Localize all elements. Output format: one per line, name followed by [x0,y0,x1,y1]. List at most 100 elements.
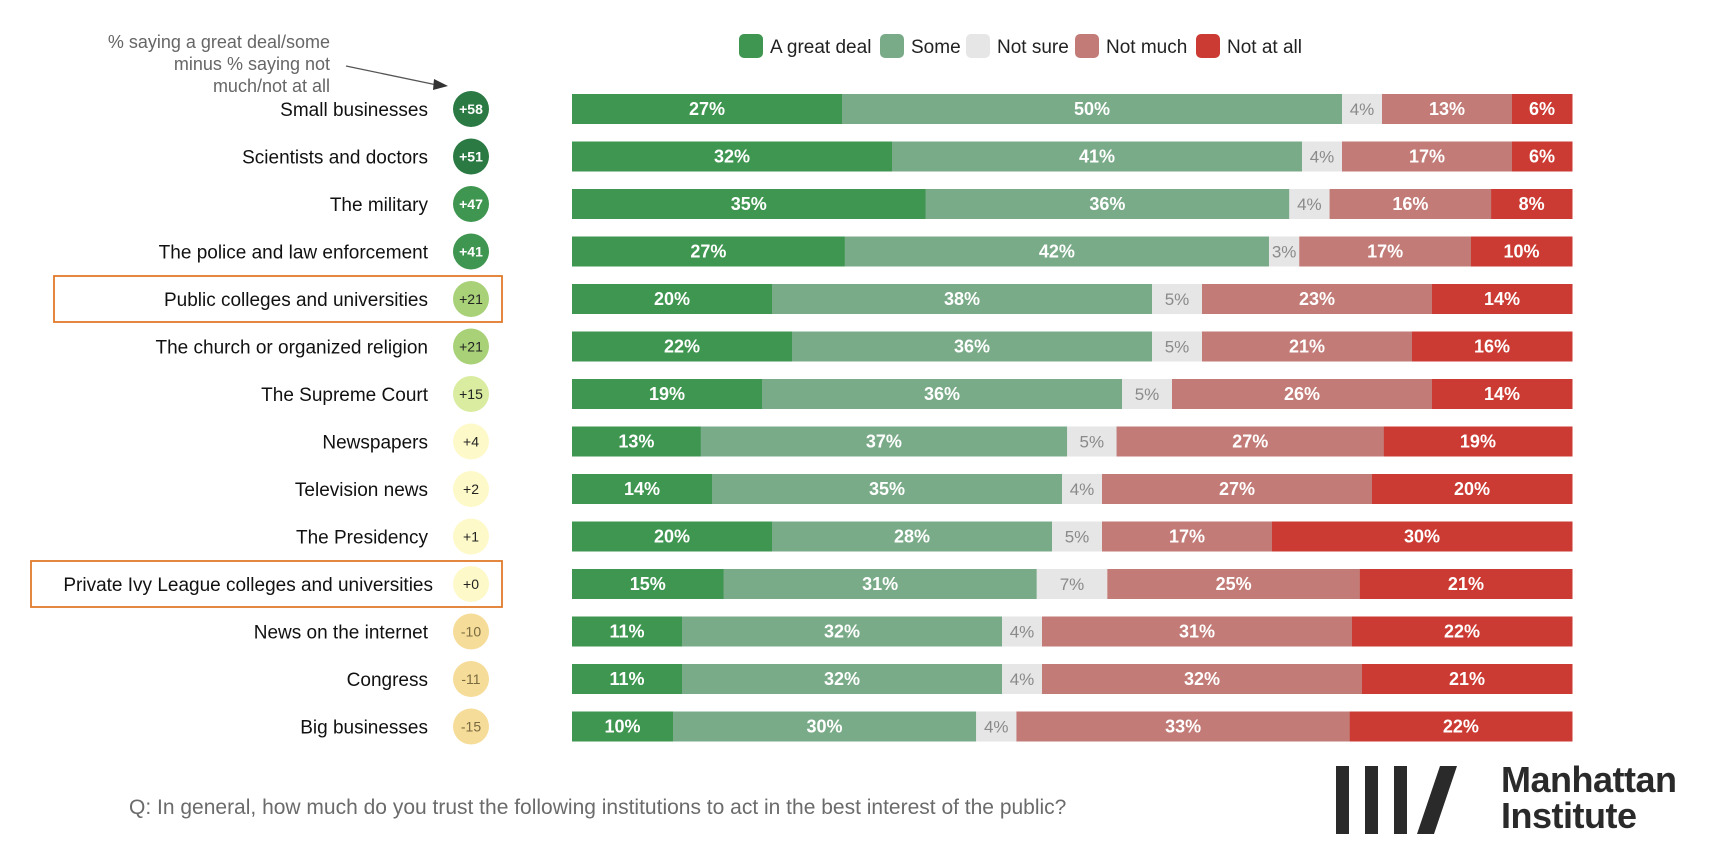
bar-segment-some [792,331,1153,362]
bar-segment-some [712,474,1063,504]
data-label: 20% [1454,479,1490,499]
bar-segment-not-at-all [1362,664,1573,694]
data-label: 3% [1272,243,1297,262]
bar-segment-some [925,189,1290,219]
manhattan-institute-logo: Manhattan Institute [1336,762,1706,838]
bar-segment-not-much [1299,236,1472,267]
bar-segment-not-much [1116,426,1385,457]
data-label: 36% [924,384,960,404]
net-score-circle [453,661,489,697]
data-label: 21% [1448,574,1484,594]
survey-question: Q: In general, how much do you trust the… [129,796,1067,819]
bar-segment-a-great-deal [572,331,793,362]
bar-segment-not-much [1342,141,1513,172]
bar-segment-not-much [1202,331,1413,362]
category-label: The Presidency [296,528,429,549]
bar-segment-not-sure [1122,379,1173,409]
data-label: 26% [1284,384,1320,404]
legend-swatch-not-much [1075,34,1099,58]
net-score-label: +51 [459,149,483,165]
bar-segment-a-great-deal [572,569,725,599]
data-label: 19% [1460,432,1496,452]
net-score-circle [453,281,489,317]
logo-line-2: Institute [1501,795,1637,836]
net-score-circle [453,233,489,270]
bar-segment-not-at-all [1470,236,1573,267]
net-score-circle [453,138,489,175]
bar-segment-not-sure [1152,331,1203,362]
data-label: 27% [1219,479,1255,499]
legend-swatch-a-great-deal [739,34,763,58]
data-label: 16% [1392,194,1428,214]
category-label: Newspapers [322,433,428,454]
bar-segment-some [682,616,1003,647]
bar-segment-not-at-all [1352,616,1573,647]
data-label: 28% [894,527,930,547]
net-score-circle [453,328,489,365]
net-score-label: +2 [463,481,479,497]
data-label: 10% [604,717,640,737]
net-score-label: +21 [459,339,483,355]
data-label: 10% [1503,242,1539,262]
category-label: Television news [295,480,428,501]
data-label: 7% [1060,575,1085,594]
net-score-label: +21 [459,291,483,307]
net-score-label: +47 [459,196,483,212]
data-label: 19% [649,384,685,404]
category-label: The Supreme Court [261,385,429,406]
bar-segment-not-sure [1002,664,1043,694]
data-label: 5% [1080,433,1105,452]
category-label: Small businesses [280,100,428,121]
data-label: 15% [630,574,666,594]
bar-segment-a-great-deal [572,521,773,552]
bar-segment-a-great-deal [572,236,846,267]
bar-segment-a-great-deal [572,616,683,647]
data-label: 37% [866,432,902,452]
data-label: 5% [1165,290,1190,309]
data-label: 32% [824,669,860,689]
net-score-circle [453,376,489,412]
category-label: Congress [347,670,428,691]
category-label: News on the internet [254,623,429,644]
logo-text: Manhattan Institute [1501,762,1677,834]
data-label: 21% [1449,669,1485,689]
bar-segment-not-at-all [1512,94,1573,124]
net-score-label: -11 [461,671,480,687]
bar-segment-a-great-deal [572,284,773,314]
legend-label-not-sure: Not sure [997,37,1069,58]
category-label: Big businesses [300,718,428,739]
net-score-circle [453,186,489,222]
net-score-note: % saying a great deal/some minus % sayin… [107,32,330,96]
data-label: 6% [1529,147,1555,167]
bar-segment-not-at-all [1359,569,1573,599]
bar-segment-some [844,236,1270,267]
bar-segment-a-great-deal [572,379,763,409]
net-score-label: -15 [461,719,481,735]
bar-segment-some [892,141,1303,172]
bar-segment-some [842,94,1343,124]
category-label: Public colleges and universities [164,290,428,311]
legend-label-a-great-deal: A great deal [770,37,871,58]
highlight-box [53,275,503,323]
data-label: 4% [1010,670,1035,689]
bar-segment-not-much [1102,521,1273,552]
net-score-circle [453,708,489,745]
note-arrow-line [345,65,438,86]
category-label: The police and law enforcement [159,243,429,264]
data-label: 27% [690,242,726,262]
data-label: 35% [869,479,905,499]
category-label: Scientists and doctors [242,148,428,169]
bar-segment-a-great-deal [572,711,674,742]
bar-segment-not-at-all [1372,474,1573,504]
data-label: 50% [1074,99,1110,119]
bar-segment-not-at-all [1512,141,1573,172]
logo-mark-icon [1336,766,1457,834]
data-label: 6% [1529,99,1555,119]
data-label: 32% [714,147,750,167]
bar-segment-some [762,379,1123,409]
net-score-circle [453,471,489,507]
data-label: 30% [807,717,843,737]
data-label: 14% [1484,384,1520,404]
data-label: 42% [1039,242,1075,262]
